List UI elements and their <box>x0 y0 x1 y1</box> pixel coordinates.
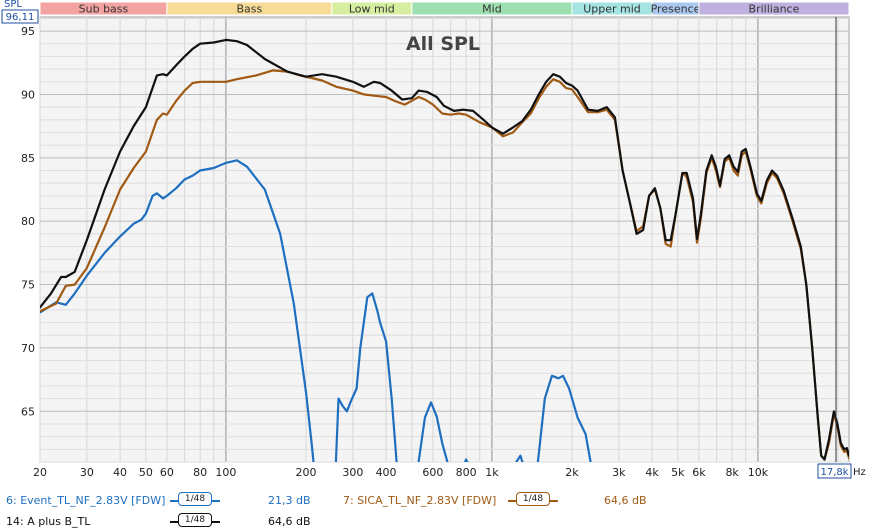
x-tick-label: 200 <box>295 466 316 479</box>
y-tick-label: 85 <box>21 152 35 165</box>
y-tick-label: 95 <box>21 25 35 38</box>
x-tick-label: 300 <box>342 466 363 479</box>
x-tick-label: 5k <box>671 466 685 479</box>
x-tick-label: 30 <box>80 466 94 479</box>
cursor-y-readout: 96,11 <box>6 12 35 23</box>
x-tick-label: 800 <box>456 466 477 479</box>
series-line-0 <box>40 159 592 462</box>
band-label-2: Low mid <box>349 3 395 16</box>
legend-series-14-name[interactable]: 14: A plus B_TL <box>6 515 91 528</box>
band-label-6: Brilliance <box>749 3 800 16</box>
y-tick-label: 70 <box>21 342 35 355</box>
x-tick-labels: 20 30 40 50 60 80 100 200 300 400 600 800 1k 2k 3k 4k 5k… <box>33 466 769 479</box>
band-label-0: Sub bass <box>79 3 129 16</box>
x-tick-label: 2k <box>565 466 579 479</box>
x-unit-label: Hz <box>853 467 866 478</box>
legend-series-7-name[interactable]: 7: SICA_TL_NF_2.83V [FDW] <box>343 494 497 507</box>
series-lines <box>40 38 849 462</box>
y-tick-label: 90 <box>21 88 35 101</box>
y-tick-label: 75 <box>21 279 35 292</box>
x-tick-label: 80 <box>193 466 207 479</box>
x-tick-label: 50 <box>139 466 153 479</box>
y-tick-label: 80 <box>21 215 35 228</box>
y-tick-label: 65 <box>21 405 35 418</box>
y-axis-label: SPL <box>4 0 22 10</box>
x-tick-label: 8k <box>725 466 739 479</box>
legend-series-6-name[interactable]: 6: Event_TL_NF_2.83V [FDW] <box>6 494 166 507</box>
plot-area[interactable] <box>39 16 850 463</box>
frequency-bands: Sub bass Bass Low mid Mid Upper mid Presence B… <box>39 1 850 16</box>
legend-series-14-value: 64,6 dB <box>268 515 311 528</box>
x-tick-label: 400 <box>376 466 397 479</box>
legend-series-6-value: 21,3 dB <box>268 494 311 507</box>
cursor-x-readout-box <box>817 463 852 479</box>
x-tick-label: 40 <box>113 466 127 479</box>
band-6 <box>698 1 850 16</box>
y-tick-labels: 65 70 75 80 85 90 95 <box>21 25 35 418</box>
x-tick-label: 4k <box>645 466 659 479</box>
legend-series-7-smoothing[interactable]: 1/48 <box>516 492 550 506</box>
x-tick-label: 6k <box>692 466 706 479</box>
x-tick-label: 60 <box>160 466 174 479</box>
x-tick-label: 100 <box>215 466 236 479</box>
grid <box>39 17 849 463</box>
x-tick-label: 20 <box>33 466 47 479</box>
cursor-x-readout: 17,8k <box>820 467 848 478</box>
band-label-3: Mid <box>482 3 502 16</box>
band-label-4: Upper mid <box>583 3 641 16</box>
band-label-5: Presence <box>651 3 701 16</box>
chart-title: All SPL <box>406 33 480 55</box>
legend-series-14-smoothing[interactable]: 1/48 <box>178 513 212 527</box>
band-label-1: Bass <box>236 3 262 16</box>
x-tick-label: 1k <box>485 466 499 479</box>
legend-series-6-smoothing[interactable]: 1/48 <box>178 492 212 506</box>
cursor-y-readout-box <box>1 9 39 24</box>
legend-series-7-value: 64,6 dB <box>604 494 647 507</box>
x-tick-label: 3k <box>612 466 626 479</box>
series-line-2 <box>40 38 849 461</box>
x-tick-label: 10k <box>748 466 769 479</box>
x-tick-label: 600 <box>422 466 443 479</box>
